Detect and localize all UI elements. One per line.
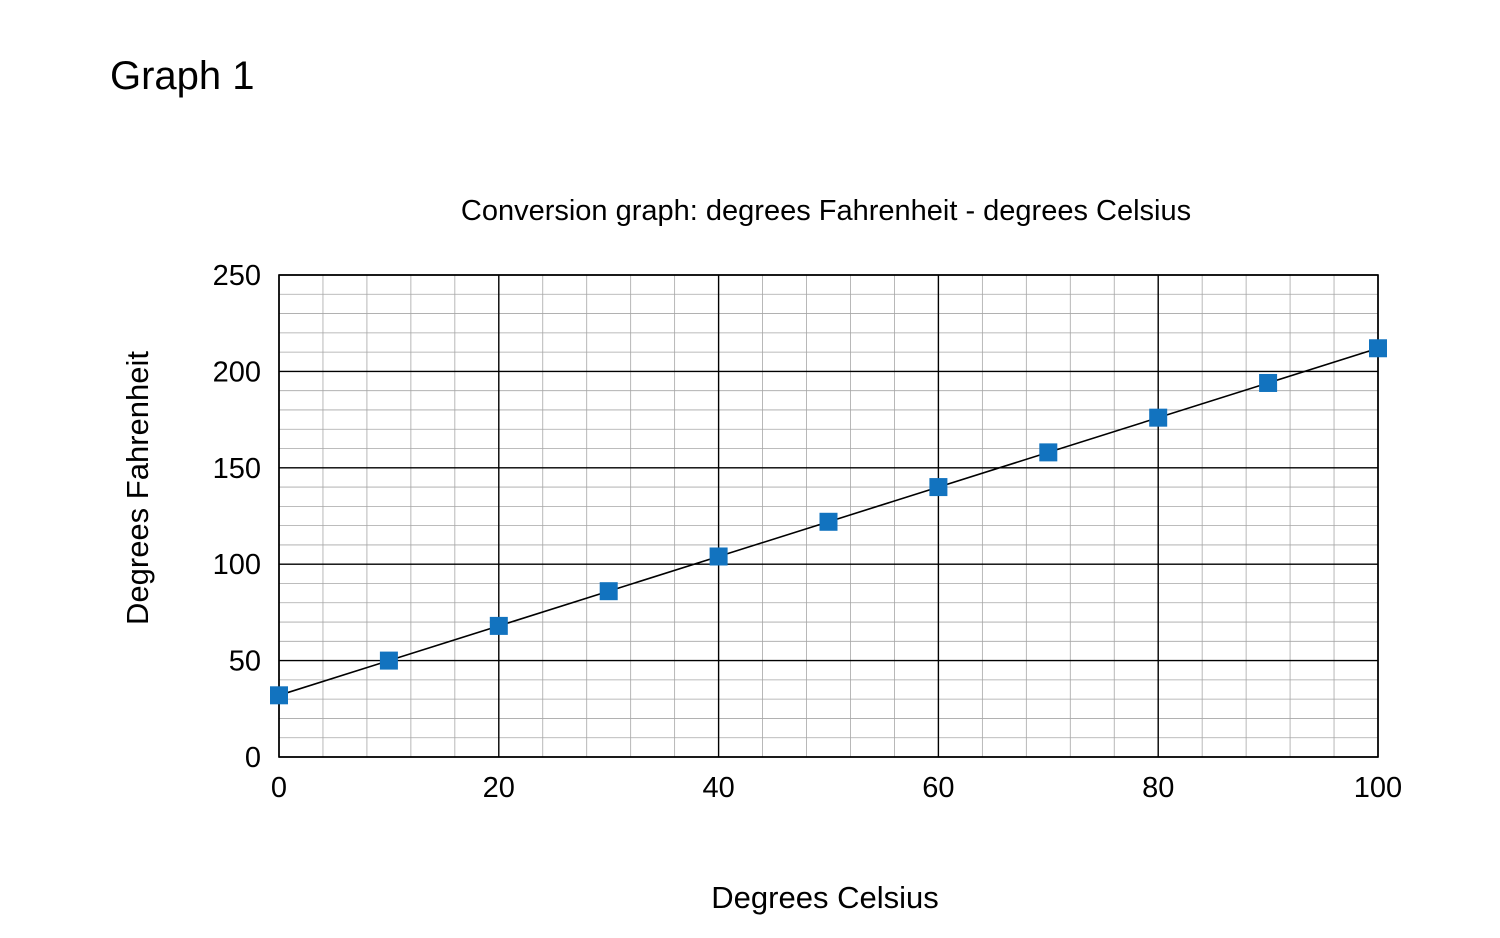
- page-heading: Graph 1: [110, 54, 255, 98]
- data-point: [489, 616, 508, 635]
- data-point: [929, 478, 948, 497]
- y-tick-label: 200: [213, 356, 261, 388]
- data-point: [709, 547, 728, 566]
- data-point: [1369, 339, 1387, 358]
- data-points: [270, 339, 1387, 705]
- x-axis-title: Degrees Celsius: [711, 880, 938, 915]
- y-tick-label: 150: [213, 453, 261, 485]
- y-tick-label: 0: [245, 742, 261, 774]
- data-point: [819, 512, 838, 531]
- x-tick-label: 0: [271, 772, 287, 804]
- x-tick-label: 80: [1142, 772, 1174, 804]
- x-tick-label: 20: [483, 772, 515, 804]
- y-axis-ticks: 0 50 100 150 200 250: [213, 260, 261, 774]
- data-point: [1039, 443, 1058, 462]
- plot-frame: [278, 274, 1379, 758]
- chart-title: Conversion graph: degrees Fahrenheit - d…: [461, 195, 1191, 227]
- x-tick-label: 100: [1354, 772, 1402, 804]
- data-point: [1149, 408, 1168, 427]
- x-tick-label: 40: [702, 772, 734, 804]
- y-axis-title: Degrees Fahrenheit: [120, 351, 155, 625]
- y-tick-label: 250: [213, 260, 261, 292]
- data-point: [599, 582, 618, 601]
- y-tick-label: 100: [213, 549, 261, 581]
- data-point: [379, 651, 398, 670]
- data-point: [1259, 373, 1278, 392]
- x-axis-ticks: 0 20 40 60 80 100: [271, 772, 1402, 804]
- data-point: [270, 686, 288, 705]
- x-tick-label: 60: [922, 772, 954, 804]
- y-tick-label: 50: [229, 646, 261, 678]
